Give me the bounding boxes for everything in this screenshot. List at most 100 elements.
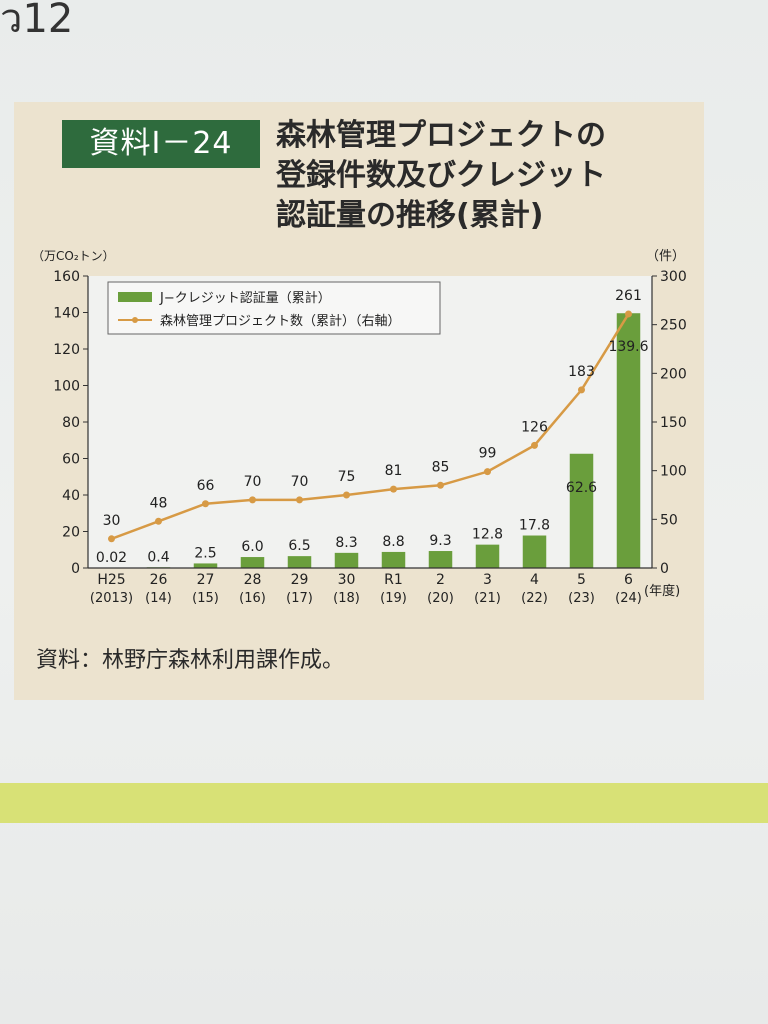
bar-value-label: 62.6 (566, 480, 597, 496)
line-value-label: 66 (197, 478, 215, 494)
x-tick-sublabel: (23) (568, 591, 595, 606)
x-tick-sublabel: (2013) (90, 591, 133, 606)
legend-box (107, 281, 441, 335)
right-axis-tick-label: 250 (660, 318, 687, 334)
x-tick-sublabel: (15) (192, 591, 219, 606)
x-tick-sublabel: (20) (427, 591, 454, 606)
x-tick-label: 27 (197, 572, 215, 588)
bar-value-label: 0.4 (147, 549, 169, 565)
bar-value-label: 8.8 (382, 534, 404, 550)
right-axis-tick-label: 300 (660, 269, 687, 285)
line-point-5 (578, 386, 585, 394)
x-tick-sublabel: (21) (474, 591, 501, 606)
line-value-label: 261 (615, 288, 642, 304)
x-tick-sublabel: (18) (333, 591, 360, 606)
bar-value-label: 17.8 (519, 518, 550, 534)
x-tick-label: 29 (291, 572, 309, 588)
left-axis-tick-label: 40 (62, 488, 80, 504)
right-axis-tick-label: 100 (660, 464, 687, 480)
left-axis-tick-label: 120 (53, 342, 80, 358)
title-line-3: 認証量の推移(累計) (276, 198, 544, 233)
line-value-label: 99 (479, 446, 497, 462)
right-axis-tick-label: 0 (660, 561, 669, 577)
project-count-line (111, 313, 630, 540)
handwritten-corner-mark: ว12 (0, 0, 74, 42)
x-tick-sublabel: (19) (380, 591, 407, 606)
x-tick-sublabel: (17) (286, 591, 313, 606)
bar-value-label: 12.8 (472, 527, 503, 543)
line-point-30 (343, 491, 350, 499)
line-value-label: 70 (244, 474, 262, 490)
bar-6 (616, 313, 641, 568)
right-axis-tick-label: 200 (660, 366, 687, 382)
x-tick-label: R1 (384, 572, 403, 588)
line-value-label: 81 (385, 463, 403, 479)
bar-29 (287, 556, 312, 568)
source-note: 資料：林野庁森林利用課作成。 (36, 648, 345, 673)
line-point-R1 (390, 485, 397, 493)
combo-chart: 020406080100120140160050100150200250300 … (32, 249, 687, 606)
legend-line-marker (132, 317, 138, 323)
left-axis-tick-label: 0 (71, 561, 80, 577)
bar-value-label: 139.6 (608, 339, 648, 355)
bar-value-label: 8.3 (335, 535, 357, 551)
left-axis-tick-label: 140 (53, 306, 80, 322)
x-tick-sublabel: (16) (239, 591, 266, 606)
legend-bar-label: J−クレジット認証量（累計） (159, 290, 331, 306)
legend-bar-swatch (118, 292, 152, 302)
x-axis-unit: (年度) (644, 583, 680, 599)
left-axis-tick-label: 100 (53, 379, 80, 395)
line-point-3 (484, 468, 491, 476)
bar-27 (193, 563, 218, 568)
line-point-26 (155, 517, 162, 525)
yellow-divider-band (0, 783, 768, 823)
left-axis-tick-label: 60 (62, 452, 80, 468)
legend-line-label: 森林管理プロジェクト数（累計）（右軸） (160, 313, 401, 329)
x-tick-sublabel: (22) (521, 591, 548, 606)
title-line-2: 登録件数及びクレジット (276, 158, 606, 193)
right-axis-tick-label: 150 (660, 415, 687, 431)
bar-value-label: 6.5 (288, 538, 310, 554)
figure-panel: 資料Ⅰ－24 森林管理プロジェクトの 登録件数及びクレジット 認証量の推移(累計… (14, 102, 704, 700)
right-axis-tick-label: 50 (660, 512, 678, 528)
bar-value-label: 0.02 (96, 550, 127, 566)
line-value-label: 48 (150, 495, 168, 511)
title-line-1: 森林管理プロジェクトの (276, 118, 606, 153)
left-axis-unit: （万CO₂トン） (32, 249, 115, 263)
line-point-29 (296, 496, 303, 504)
line-point-4 (531, 441, 538, 449)
x-tick-sublabel: (24) (615, 591, 642, 606)
bar-4 (522, 535, 547, 568)
line-point-27 (202, 500, 209, 508)
line-value-label: 30 (103, 513, 121, 529)
line-point-H25 (108, 535, 115, 543)
x-tick-sublabel: (14) (145, 591, 172, 606)
left-axis-tick-label: 160 (53, 269, 80, 285)
bar-value-label: 2.5 (194, 545, 216, 561)
x-tick-label: 6 (624, 572, 633, 588)
figure-badge: 資料Ⅰ－24 (62, 120, 260, 168)
left-axis-tick-label: 20 (62, 525, 80, 541)
x-tick-label: 5 (577, 572, 586, 588)
bar-5 (569, 453, 594, 568)
left-axis-tick-label: 80 (62, 415, 80, 431)
bar-3 (475, 544, 500, 568)
line-value-label: 126 (521, 419, 548, 435)
bar-R1 (381, 551, 406, 568)
bar-30 (334, 552, 359, 568)
bar-value-label: 9.3 (429, 533, 451, 549)
bar-value-label: 6.0 (241, 539, 263, 555)
line-value-label: 70 (291, 474, 309, 490)
x-tick-label: 28 (244, 572, 262, 588)
x-tick-label: 26 (150, 572, 168, 588)
x-tick-label: 2 (436, 572, 445, 588)
x-tick-label: 30 (338, 572, 356, 588)
x-tick-label: H25 (97, 572, 125, 588)
line-point-28 (249, 496, 256, 504)
line-point-2 (437, 481, 444, 489)
right-axis-unit: （件） (646, 249, 685, 264)
x-tick-label: 3 (483, 572, 492, 588)
bar-28 (240, 557, 265, 568)
legend: J−クレジット認証量（累計） 森林管理プロジェクト数（累計）（右軸） (107, 281, 441, 335)
line-point-6 (625, 310, 632, 318)
